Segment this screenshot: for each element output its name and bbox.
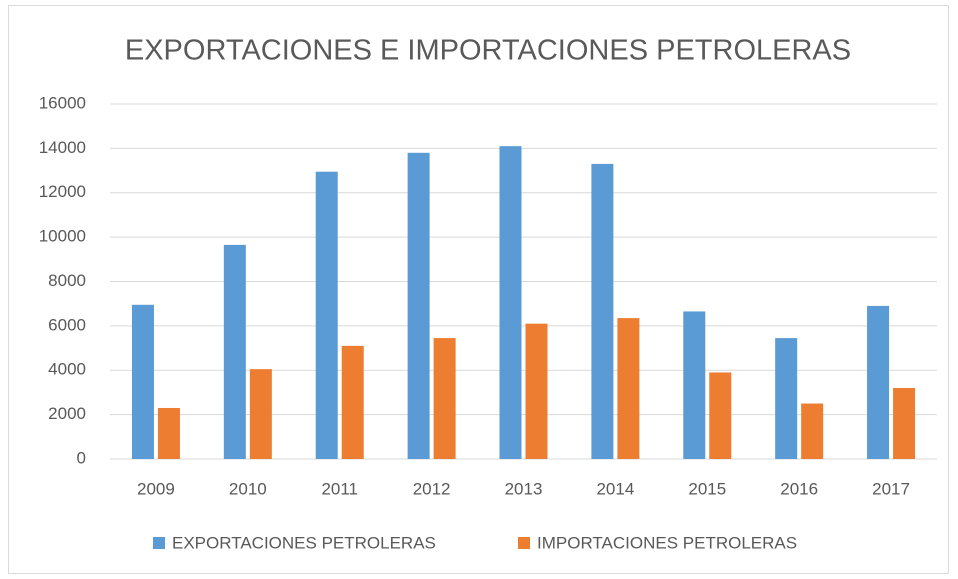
x-tick-label: 2012 — [413, 479, 451, 498]
bar — [801, 403, 824, 459]
bar — [131, 304, 154, 459]
y-tick-label: 10000 — [39, 227, 86, 246]
bar — [407, 152, 430, 459]
bar — [867, 305, 890, 459]
y-tick-label: 2000 — [48, 404, 86, 423]
y-tick-label: 16000 — [39, 93, 86, 112]
chart-border — [8, 5, 949, 574]
bar — [591, 163, 614, 459]
bar — [683, 311, 706, 459]
bar — [223, 244, 246, 459]
y-tick-label: 0 — [77, 448, 86, 467]
x-tick-label: 2015 — [688, 479, 726, 498]
x-tick-label: 2016 — [780, 479, 818, 498]
x-tick-label: 2010 — [229, 479, 267, 498]
bar — [157, 407, 180, 459]
y-tick-label: 6000 — [48, 315, 86, 334]
bar — [499, 146, 522, 459]
bar — [433, 338, 456, 459]
x-tick-label: 2009 — [137, 479, 175, 498]
bar — [341, 345, 364, 459]
x-tick-label: 2017 — [872, 479, 910, 498]
bar — [617, 318, 640, 459]
x-tick-label: 2011 — [321, 479, 358, 498]
legend-label: EXPORTACIONES PETROLERAS — [172, 533, 436, 552]
x-tick-label: 2014 — [596, 479, 634, 498]
legend-label: IMPORTACIONES PETROLERAS — [537, 533, 797, 552]
y-tick-label: 14000 — [39, 138, 86, 157]
bar — [775, 338, 798, 459]
chart-title: EXPORTACIONES E IMPORTACIONES PETROLERAS — [125, 35, 851, 67]
bar — [893, 388, 916, 459]
y-tick-label: 4000 — [48, 360, 86, 379]
legend-swatch — [518, 537, 530, 549]
bar — [315, 171, 338, 459]
bar — [709, 372, 732, 459]
legend-swatch — [153, 537, 165, 549]
bar — [249, 369, 272, 459]
x-tick-label: 2013 — [505, 479, 543, 498]
bar — [525, 323, 548, 459]
y-tick-label: 8000 — [48, 271, 86, 290]
y-tick-label: 12000 — [39, 182, 86, 201]
